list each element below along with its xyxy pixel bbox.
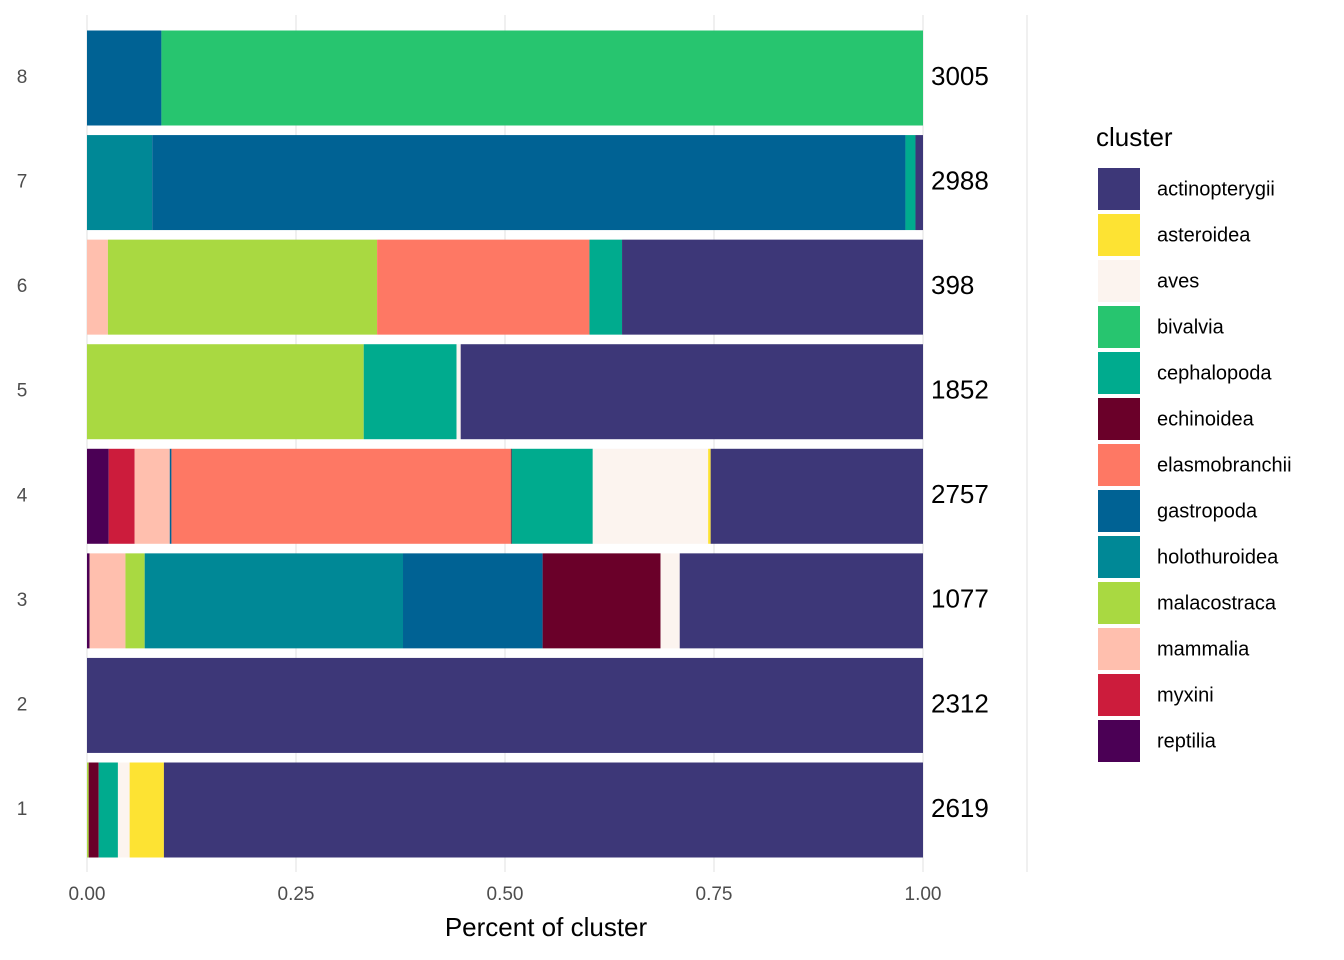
legend-label: holothuroidea	[1157, 546, 1279, 568]
legend-label: gastropoda	[1157, 500, 1258, 522]
legend-key	[1098, 214, 1140, 256]
y-tick-label: 7	[17, 172, 28, 193]
bar-segment	[88, 762, 99, 858]
bar-segment	[710, 448, 923, 544]
bar-segment	[87, 553, 90, 649]
bar-segment	[915, 135, 923, 231]
total-label: 2619	[931, 793, 989, 823]
bar-segment	[117, 762, 130, 858]
total-label: 2988	[931, 165, 989, 195]
legend-label: mammalia	[1157, 638, 1250, 660]
legend-label: echinoidea	[1157, 408, 1255, 430]
x-tick-label: 1.00	[905, 884, 942, 905]
legend-label: malacostraca	[1157, 592, 1277, 614]
bar-segment	[679, 553, 923, 649]
x-tick-label: 0.75	[696, 884, 733, 905]
bar-segment	[510, 448, 512, 544]
bar-segment	[592, 448, 709, 544]
bar-segment	[107, 239, 378, 335]
total-label: 2312	[931, 688, 989, 718]
legend-label: elasmobranchii	[1157, 454, 1292, 476]
legend-key	[1098, 168, 1140, 210]
bar-segment	[87, 344, 364, 440]
bar-segment	[87, 762, 89, 858]
bar-segment	[456, 344, 461, 440]
legend-key	[1098, 444, 1140, 486]
x-axis-title: Percent of cluster	[445, 912, 648, 942]
bar-segment	[905, 135, 916, 231]
bar-segment	[589, 239, 623, 335]
legend-label: cephalopoda	[1157, 362, 1272, 384]
total-label: 398	[931, 270, 974, 300]
bar-segment	[125, 553, 145, 649]
bar-segment	[171, 448, 511, 544]
bar-segment	[363, 344, 457, 440]
bar-segment	[87, 448, 109, 544]
legend-label: actinopterygii	[1157, 178, 1275, 200]
bar-segment	[169, 448, 172, 544]
legend-key	[1098, 490, 1140, 532]
x-tick-label: 0.00	[69, 884, 106, 905]
total-label: 3005	[931, 61, 989, 91]
bar-segment	[87, 657, 923, 753]
legend-label: myxini	[1157, 684, 1214, 706]
legend-label: bivalvia	[1157, 316, 1225, 338]
legend-key	[1098, 260, 1140, 302]
legend-key	[1098, 720, 1140, 762]
x-tick-label: 0.25	[278, 884, 315, 905]
legend-key	[1098, 674, 1140, 716]
bar-segment	[708, 448, 711, 544]
legend-title: cluster	[1096, 122, 1173, 152]
legend-key	[1098, 582, 1140, 624]
total-label: 2757	[931, 479, 989, 509]
bar-segment	[542, 553, 661, 649]
bar-segment	[108, 448, 135, 544]
bar-segment	[129, 762, 164, 858]
legend-key	[1098, 306, 1140, 348]
total-label: 1852	[931, 375, 989, 405]
y-tick-label: 6	[17, 276, 28, 297]
y-tick-label: 4	[17, 485, 28, 506]
y-tick-label: 8	[17, 67, 28, 88]
legend-key	[1098, 628, 1140, 670]
legend-key	[1098, 352, 1140, 394]
y-tick-label: 5	[17, 381, 28, 402]
bar-segment	[87, 30, 162, 126]
bar-segment	[134, 448, 170, 544]
bar-segment	[163, 762, 924, 858]
legend-label: aves	[1157, 270, 1199, 292]
y-tick-label: 3	[17, 590, 28, 611]
legend-key	[1098, 398, 1140, 440]
bar-segment	[87, 239, 108, 335]
bar-segment	[87, 135, 153, 231]
legend-key	[1098, 536, 1140, 578]
total-label: 1077	[931, 584, 989, 614]
bar-segment	[660, 553, 680, 649]
legend-label: reptilia	[1157, 730, 1217, 752]
bar-segment	[152, 135, 906, 231]
bar-segment	[144, 553, 404, 649]
bar-segment	[98, 762, 118, 858]
bar-segment	[403, 553, 543, 649]
bar-segment	[161, 30, 924, 126]
bar-segment	[460, 344, 923, 440]
legend-label: asteroidea	[1157, 224, 1251, 246]
bar-segment	[511, 448, 593, 544]
bar-segment	[377, 239, 590, 335]
bar-segment	[89, 553, 126, 649]
x-tick-label: 0.50	[487, 884, 524, 905]
y-tick-label: 2	[17, 694, 28, 715]
y-tick-label: 1	[17, 799, 28, 820]
bar-segment	[622, 239, 923, 335]
